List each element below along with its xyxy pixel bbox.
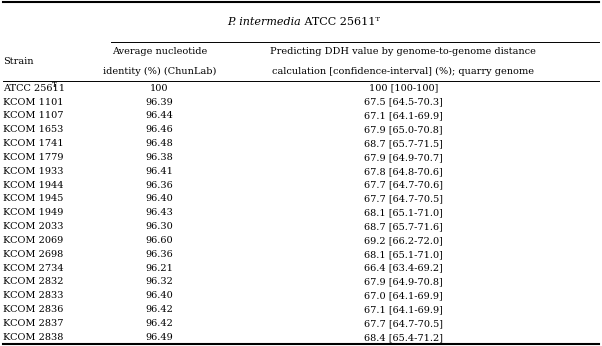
Text: 96.43: 96.43: [146, 208, 173, 217]
Text: KCOM 1945: KCOM 1945: [3, 194, 63, 203]
Text: KCOM 1944: KCOM 1944: [3, 181, 63, 190]
Text: KCOM 1779: KCOM 1779: [3, 153, 63, 162]
Text: 67.7 [64.7-70.6]: 67.7 [64.7-70.6]: [364, 181, 443, 190]
Text: identity (%) (ChunLab): identity (%) (ChunLab): [103, 66, 216, 76]
Text: KCOM 2833: KCOM 2833: [3, 291, 63, 300]
Text: 68.4 [65.4-71.2]: 68.4 [65.4-71.2]: [364, 333, 443, 342]
Text: KCOM 2838: KCOM 2838: [3, 333, 63, 342]
Text: 67.8 [64.8-70.6]: 67.8 [64.8-70.6]: [364, 167, 442, 176]
Text: KCOM 2734: KCOM 2734: [3, 264, 64, 273]
Text: Strain: Strain: [3, 57, 34, 66]
Text: Predicting DDH value by genome-to-genome distance: Predicting DDH value by genome-to-genome…: [270, 47, 536, 56]
Text: 96.41: 96.41: [146, 167, 173, 176]
Text: KCOM 2832: KCOM 2832: [3, 277, 63, 286]
Text: Average nucleotide: Average nucleotide: [112, 47, 207, 56]
Text: 96.32: 96.32: [146, 277, 173, 286]
Text: 68.7 [65.7-71.6]: 68.7 [65.7-71.6]: [364, 222, 443, 231]
Text: KCOM 2033: KCOM 2033: [3, 222, 63, 231]
Text: ATCC 25611ᵀ: ATCC 25611ᵀ: [301, 17, 380, 27]
Text: KCOM 2069: KCOM 2069: [3, 236, 63, 245]
Text: 68.1 [65.1-71.0]: 68.1 [65.1-71.0]: [364, 250, 443, 259]
Text: 96.21: 96.21: [146, 264, 173, 273]
Text: KCOM 1741: KCOM 1741: [3, 139, 64, 148]
Text: 67.9 [64.9-70.7]: 67.9 [64.9-70.7]: [364, 153, 443, 162]
Text: KCOM 1949: KCOM 1949: [3, 208, 63, 217]
Text: 67.1 [64.1-69.9]: 67.1 [64.1-69.9]: [364, 111, 443, 120]
Text: 67.7 [64.7-70.5]: 67.7 [64.7-70.5]: [364, 319, 443, 328]
Text: 67.9 [65.0-70.8]: 67.9 [65.0-70.8]: [364, 125, 442, 134]
Text: 66.4 [63.4-69.2]: 66.4 [63.4-69.2]: [364, 264, 443, 273]
Text: 96.46: 96.46: [146, 125, 173, 134]
Text: 96.39: 96.39: [146, 98, 173, 107]
Text: 96.49: 96.49: [146, 333, 173, 342]
Text: 96.30: 96.30: [146, 222, 173, 231]
Text: KCOM 1653: KCOM 1653: [3, 125, 63, 134]
Text: 96.42: 96.42: [146, 305, 173, 314]
Text: KCOM 2837: KCOM 2837: [3, 319, 63, 328]
Text: 96.42: 96.42: [146, 319, 173, 328]
Text: ATCC 25611: ATCC 25611: [3, 84, 65, 93]
Text: KCOM 1107: KCOM 1107: [3, 111, 63, 120]
Text: 68.7 [65.7-71.5]: 68.7 [65.7-71.5]: [364, 139, 443, 148]
Text: P. intermedia: P. intermedia: [227, 17, 301, 27]
Text: 96.38: 96.38: [146, 153, 173, 162]
Text: 96.40: 96.40: [146, 291, 173, 300]
Text: 67.9 [64.9-70.8]: 67.9 [64.9-70.8]: [364, 277, 442, 286]
Text: 100: 100: [150, 84, 169, 93]
Text: 67.7 [64.7-70.5]: 67.7 [64.7-70.5]: [364, 194, 443, 203]
Text: KCOM 2836: KCOM 2836: [3, 305, 63, 314]
Text: KCOM 1101: KCOM 1101: [3, 98, 63, 107]
Text: 96.48: 96.48: [146, 139, 173, 148]
Text: 96.60: 96.60: [146, 236, 173, 245]
Text: 67.5 [64.5-70.3]: 67.5 [64.5-70.3]: [364, 98, 443, 107]
Text: KCOM 1933: KCOM 1933: [3, 167, 63, 176]
Text: 67.1 [64.1-69.9]: 67.1 [64.1-69.9]: [364, 305, 443, 314]
Text: 69.2 [66.2-72.0]: 69.2 [66.2-72.0]: [364, 236, 443, 245]
Text: 96.40: 96.40: [146, 194, 173, 203]
Text: 96.36: 96.36: [146, 181, 173, 190]
Text: 96.44: 96.44: [146, 111, 173, 120]
Text: calculation [confidence-interval] (%); quarry genome: calculation [confidence-interval] (%); q…: [272, 66, 535, 76]
Text: 100 [100-100]: 100 [100-100]: [368, 84, 438, 93]
Text: T: T: [52, 81, 57, 89]
Text: 96.36: 96.36: [146, 250, 173, 259]
Text: 67.0 [64.1-69.9]: 67.0 [64.1-69.9]: [364, 291, 442, 300]
Text: 68.1 [65.1-71.0]: 68.1 [65.1-71.0]: [364, 208, 443, 217]
Text: KCOM 2698: KCOM 2698: [3, 250, 63, 259]
